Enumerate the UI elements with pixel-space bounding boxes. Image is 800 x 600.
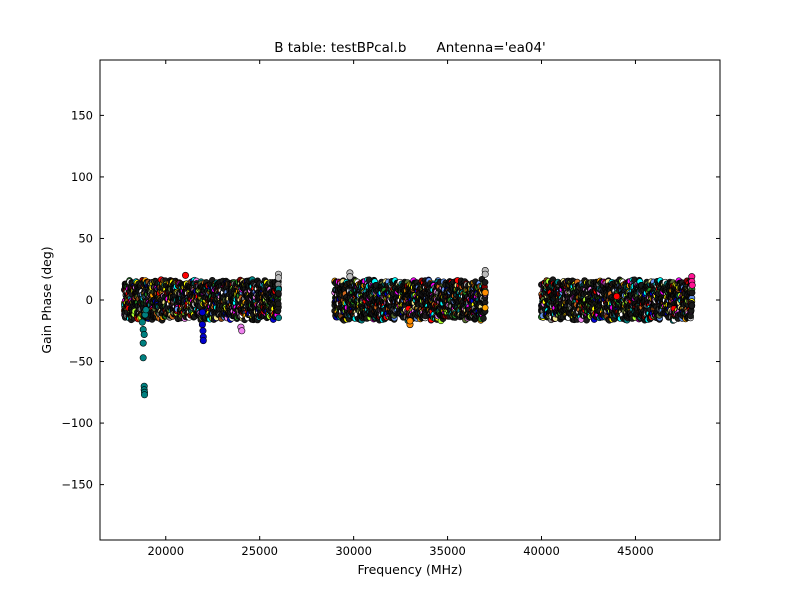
outlier-point bbox=[238, 327, 246, 335]
x-tick-label: 45000 bbox=[617, 544, 654, 558]
outlier-point bbox=[140, 330, 148, 338]
data-point bbox=[275, 290, 282, 297]
outlier-point bbox=[199, 337, 207, 345]
outlier-point bbox=[182, 271, 190, 279]
outlier-point bbox=[346, 273, 354, 281]
outlier-point bbox=[139, 339, 147, 347]
outlier-point bbox=[142, 306, 150, 314]
outlier-point bbox=[138, 318, 146, 326]
x-tick-label: 40000 bbox=[523, 544, 560, 558]
chart-title: B table: testBPcal.b Antenna='ea04' bbox=[274, 40, 546, 56]
x-tick-label: 35000 bbox=[429, 544, 466, 558]
data-points bbox=[121, 266, 696, 399]
y-tick-label: 50 bbox=[78, 231, 93, 245]
outlier-point bbox=[199, 327, 207, 335]
outlier-point bbox=[481, 270, 489, 278]
data-point bbox=[480, 315, 487, 322]
outlier-point bbox=[141, 391, 149, 399]
y-tick-label: −150 bbox=[61, 478, 93, 492]
y-tick-label: 100 bbox=[71, 170, 93, 184]
data-point bbox=[275, 314, 283, 322]
x-tick-label: 30000 bbox=[335, 544, 372, 558]
x-tick-label: 20000 bbox=[147, 544, 184, 558]
y-tick-label: 0 bbox=[86, 293, 93, 307]
outlier-point bbox=[274, 274, 282, 282]
outlier-point bbox=[481, 289, 489, 297]
data-point bbox=[481, 304, 489, 312]
outlier-point bbox=[613, 292, 621, 300]
outlier-point bbox=[406, 317, 414, 325]
data-point bbox=[481, 278, 489, 286]
x-tick-label: 25000 bbox=[241, 544, 278, 558]
outlier-point bbox=[688, 281, 696, 289]
data-point bbox=[688, 289, 696, 297]
y-tick-label: −50 bbox=[69, 355, 93, 369]
outlier-point bbox=[198, 308, 206, 316]
data-point bbox=[688, 302, 696, 309]
data-point bbox=[274, 300, 282, 308]
outlier-point bbox=[198, 321, 206, 329]
outlier-point bbox=[139, 354, 147, 362]
y-tick-label: −100 bbox=[61, 416, 93, 430]
